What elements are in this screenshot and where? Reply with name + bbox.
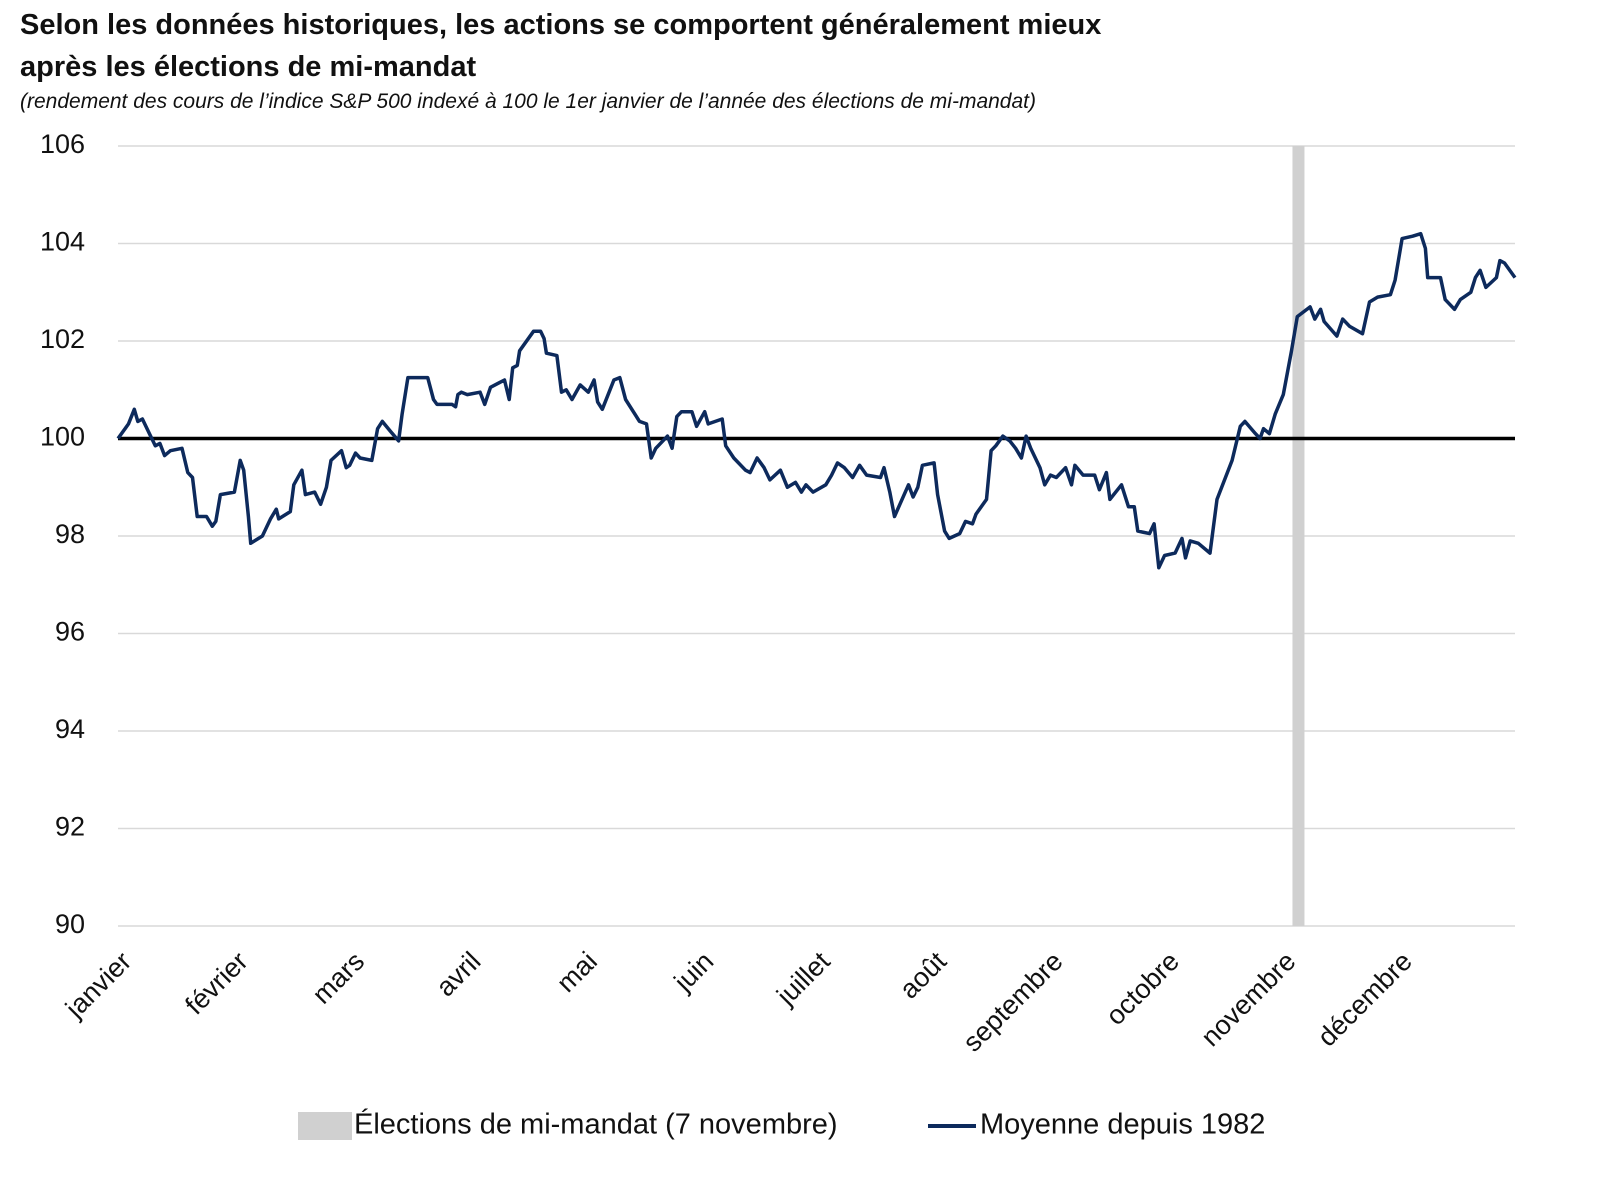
x-tick-label: juin [668,946,720,998]
x-tick-label: octobre [1100,946,1185,1031]
legend-swatch [298,1112,352,1140]
x-tick-label: septembre [957,946,1068,1057]
legend-label: Moyenne depuis 1982 [980,1109,1265,1141]
x-tick-label: avril [430,946,486,1002]
y-tick-label: 106 [40,129,85,159]
y-tick-label: 102 [40,324,85,354]
y-tick-label: 98 [55,519,85,549]
series-line [116,231,1517,570]
x-tick-label: août [894,946,953,1005]
y-tick-label: 104 [40,227,85,257]
x-tick-label: novembre [1195,946,1301,1052]
legend-label: Élections de mi-mandat (7 novembre) [354,1108,838,1141]
y-tick-label: 94 [55,714,85,744]
x-tick-label: février [179,946,253,1020]
election-band [1292,146,1305,926]
chart-title: Selon les données historiques, les actio… [20,9,1102,83]
y-tick-label: 92 [55,812,85,842]
y-tick-label: 96 [55,617,85,647]
y-tick-label: 100 [40,422,85,452]
x-tick-label: décembre [1312,946,1418,1052]
x-tick-label: mars [306,946,370,1010]
chart-subtitle: (rendement des cours de l’indice S&P 500… [20,90,1036,113]
y-tick-label: 90 [55,909,85,939]
x-tick-label: janvier [59,946,137,1024]
x-tick-label: mai [551,946,603,998]
x-tick-label: juillet [770,946,836,1012]
